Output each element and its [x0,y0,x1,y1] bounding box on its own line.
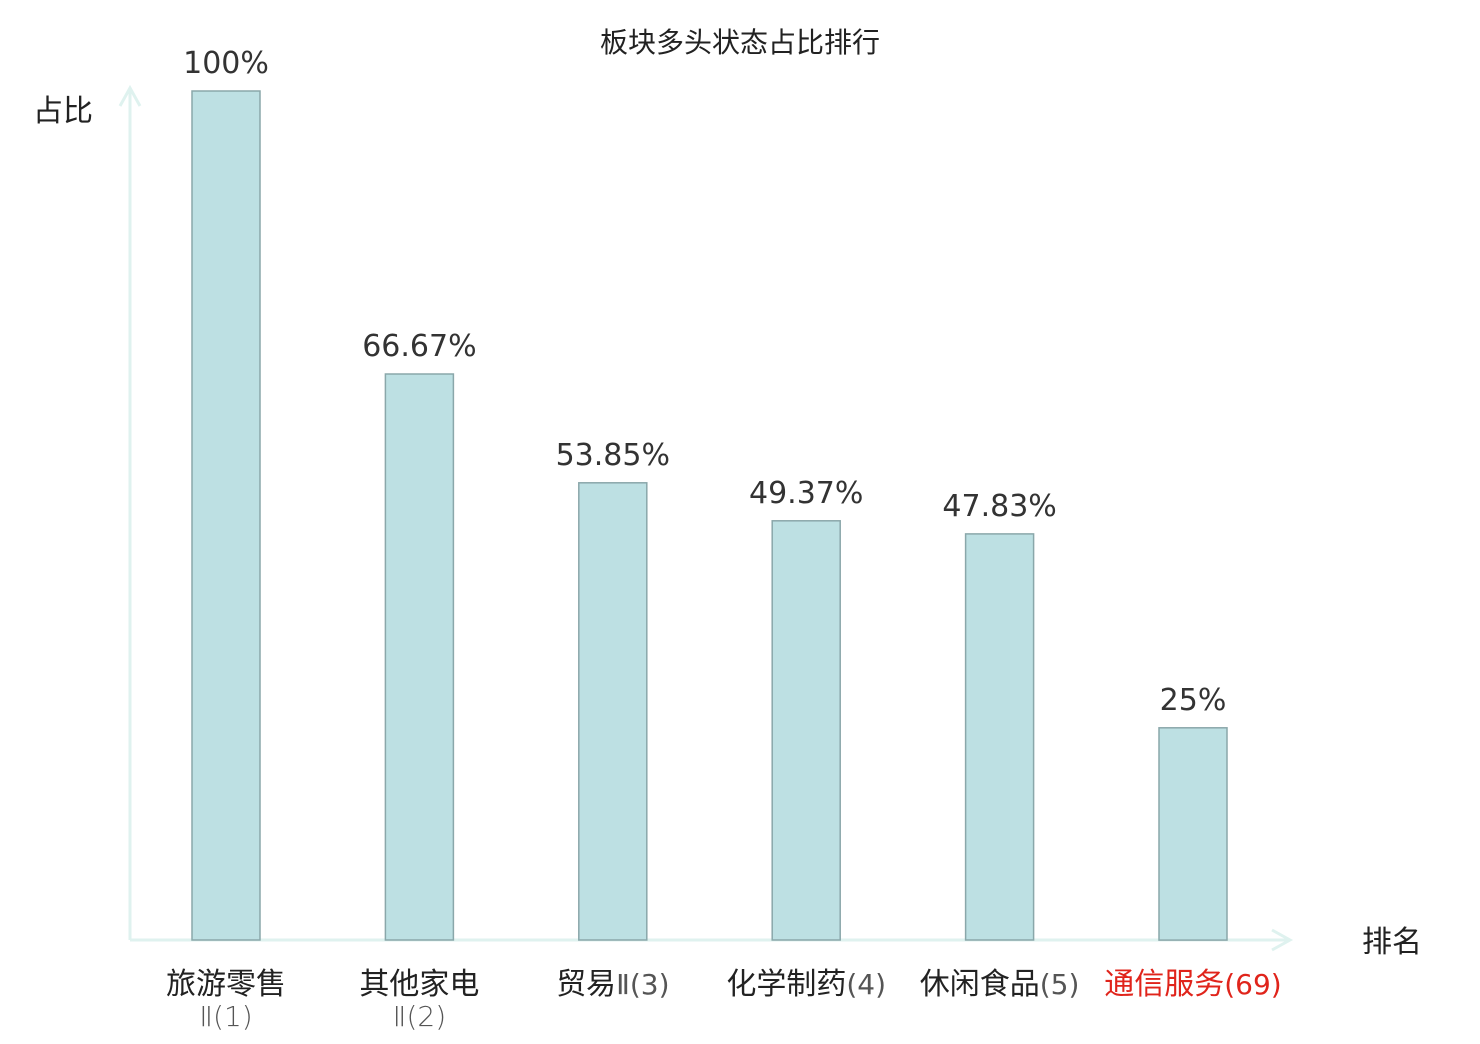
category-label: 通信服务(69) [1104,967,1281,1002]
bar-value-label: 100% [183,46,269,81]
category-label-suffix: Ⅱ(1) [199,1000,252,1033]
category-label: 化学制药(4) [726,967,886,1002]
x-axis-label: 排名 [1362,925,1422,960]
category-label-suffix: Ⅱ(3) [616,968,669,1001]
bar-value-label: 53.85% [556,438,670,473]
bar [771,520,841,941]
category-label-name: 贸易 [556,967,616,1002]
axes [118,84,1294,952]
category-label-name: 化学制药 [726,967,846,1002]
category-label-name: 通信服务 [1104,967,1224,1002]
bar-value-label: 47.83% [942,489,1056,524]
bar-value-label: 66.67% [362,329,476,364]
category-label: 旅游零售 [166,967,286,1002]
bar [384,373,455,941]
bar-value-label: 49.37% [749,476,863,511]
bars-group [191,90,1228,941]
category-label-name: 休闲食品 [920,967,1040,1002]
value-labels-group: 100% 66.67% 53.85% 49.37% 47.83% 25% [183,46,1226,718]
bar-value-label: 25% [1160,683,1227,718]
bar [578,482,648,941]
category-label-suffix: (5) [1040,968,1080,1001]
x-axis-arrow [1271,928,1294,952]
chart-title: 板块多头状态占比排行 [600,26,880,59]
category-label-suffix: Ⅱ(2) [393,1000,446,1033]
category-label: 贸易Ⅱ(3) [556,967,669,1002]
bar [964,533,1035,941]
category-label: 休闲食品(5) [920,967,1080,1002]
bar [191,90,261,941]
y-axis-label: 占比 [33,94,93,129]
category-label-suffix: (69) [1224,968,1281,1001]
bar [1158,727,1228,941]
category-label: 其他家电 [359,967,479,1002]
category-label-suffix: (4) [846,968,886,1001]
y-axis-arrow [118,84,142,107]
